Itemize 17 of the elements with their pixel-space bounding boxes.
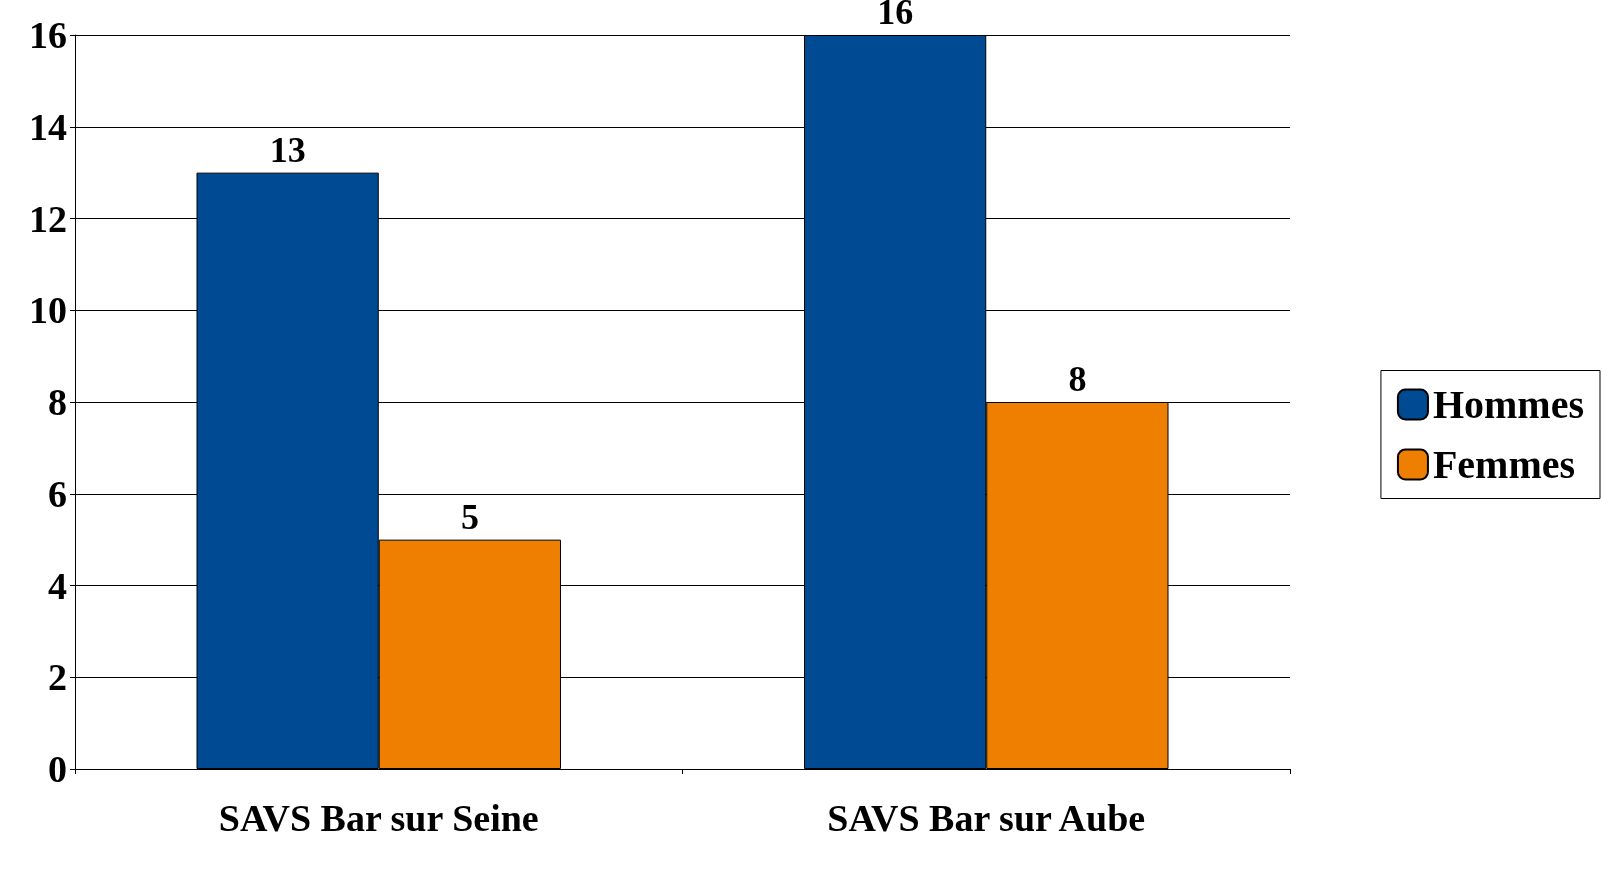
data-label: 5 [460, 496, 479, 537]
legend-label: Hommes [1432, 382, 1584, 427]
y-tick-label: 6 [48, 472, 67, 515]
y-tick-label: 16 [29, 14, 67, 56]
y-tick-label: 8 [48, 381, 67, 423]
y-tick-label: 10 [29, 289, 67, 332]
y-tick-label: 14 [29, 105, 67, 148]
y-tick-label: 4 [48, 564, 67, 607]
y-tick-label: 0 [48, 748, 67, 790]
legend-label: Femmes [1432, 442, 1576, 487]
x-tick-label: SAVS Bar sur Seine [218, 797, 539, 839]
y-tick-label: 2 [48, 656, 67, 699]
x-tick-label: SAVS Bar sur Aube [827, 797, 1146, 839]
data-label: 13 [269, 129, 306, 170]
data-label: 16 [877, 0, 914, 32]
data-label: 8 [1068, 359, 1087, 399]
y-tick-label: 12 [29, 197, 67, 240]
